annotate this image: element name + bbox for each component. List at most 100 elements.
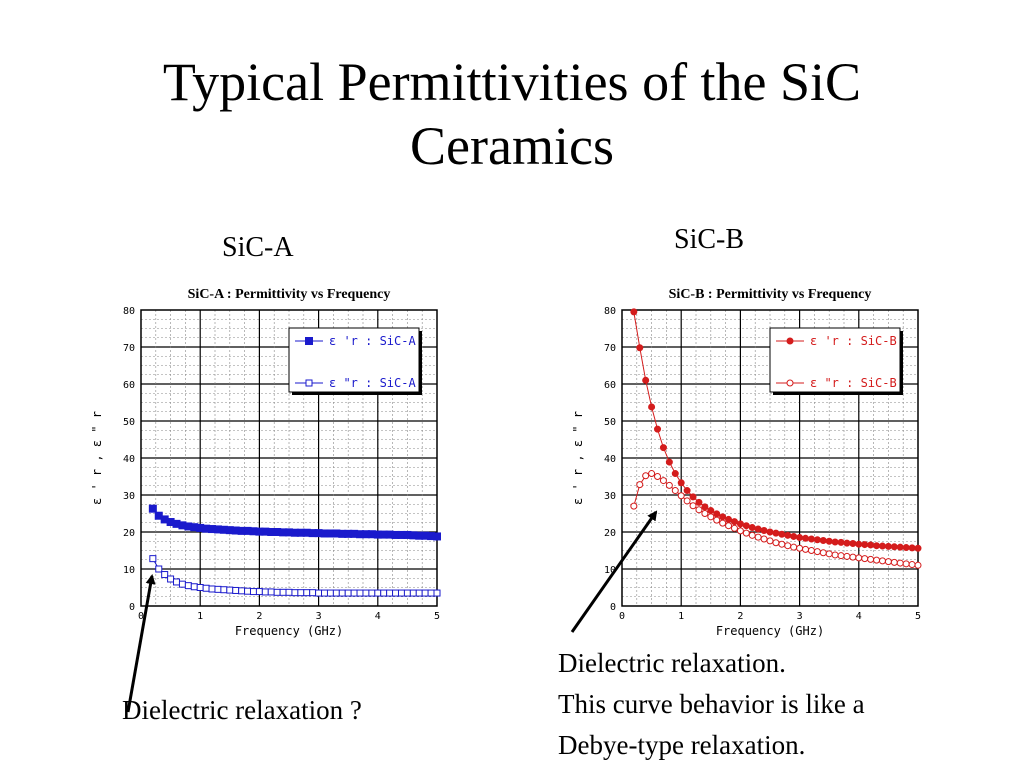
sic-a-series-1-point-2 [161,571,169,579]
sic-a-series-1-point-12 [220,586,228,594]
sic-b-series-0-point-5 [659,444,667,452]
sic-b-series-1-point-29 [802,545,810,553]
sic-b-ytick-30: 30 [604,491,616,502]
sic-a-series-1-point-5 [178,580,186,588]
sic-b-series-1-point-32 [819,549,827,557]
sic-a-series-1-point-33 [344,589,352,597]
sic-b-series-1-point-41 [873,556,881,564]
sic-b-series-1-point-0 [630,502,638,510]
sic-b-series-0-point-11 [695,498,703,506]
sic-a-series-1-point-48 [433,589,441,597]
sic-b-series-1-point-34 [831,551,839,559]
sic-b-series-1-point-22 [760,535,768,543]
sic-b-ytick-10: 10 [604,565,616,576]
sic-b-series-1-point-28 [796,544,804,552]
sic-b-series-0-point-20 [748,524,756,532]
sic-b-series-1-point-33 [825,550,833,558]
sic-a-series-1-point-44 [409,589,417,597]
sic-a-series-1-point-17 [249,588,257,596]
sic-a-series-1-point-22 [279,588,287,596]
arrow-sic-a [126,574,156,713]
sic-b-series-1-point-46 [902,560,910,568]
sic-b-series-1-point-23 [766,537,774,545]
sic-b-series-0-point-43 [884,542,892,550]
caption-sic-b-line-1: Dielectric relaxation. [558,648,786,678]
sic-b-series-1-point-20 [748,531,756,539]
sic-a-series-0-point-0 [148,504,157,513]
arrow-sic-b [570,510,658,633]
sic-b-series-0-point-32 [819,537,827,545]
sic-a-series-1-point-0 [149,555,157,563]
sic-a-series-1-point-6 [184,582,192,590]
sic-a-series-1-point-45 [415,589,423,597]
sic-b-series-1-point-7 [671,487,679,495]
sic-a-series-1-point-7 [190,583,198,591]
sic-a-series-1-point-26 [303,589,311,597]
sic-a-ytick-60: 60 [123,380,135,391]
sic-b-series-0-point-19 [742,522,750,530]
sic-a-xtick-5: 5 [434,611,440,622]
sic-a-xtick-3: 3 [316,611,322,622]
sic-b-series-0-point-48 [914,544,922,552]
sic-b-series-0-point-10 [689,493,697,501]
sic-b-series-1-point-2 [642,472,650,480]
sic-a-series-1-point-23 [285,588,293,596]
sic-b-series-0-point-27 [790,532,798,540]
sic-b-series-1-point-9 [683,497,691,505]
sic-a-series-1-point-28 [315,589,323,597]
sic-b-legend-label-0: ε 'r : SiC-B [810,334,897,348]
sic-a-ytick-10: 10 [123,565,135,576]
sic-b-plot-frame [621,309,919,607]
caption-sic-b-line-2: This curve behavior is like a [558,689,865,719]
sic-b-series-1-point-38 [855,554,863,562]
sic-b-series-1-point-26 [784,542,792,550]
sic-b-series-0-point-21 [754,525,762,533]
sic-a-series-1-point-21 [273,588,281,596]
sic-b-series-1-point-6 [665,481,673,489]
sic-b-series-0-point-26 [784,531,792,539]
caption-sic-a-text: Dielectric relaxation ? [122,695,362,725]
sic-b-series-1-point-39 [861,555,869,563]
sic-a-series-1-point-4 [173,578,181,586]
sic-a-series-1-point-20 [267,588,275,596]
chart-sic-a: SiC-A : Permittivity vs Frequency0102030… [90,287,441,638]
sic-a-series-1-point-11 [214,585,222,593]
caption-sic-b-line-3: Debye-type relaxation. [558,730,806,760]
sic-b-series-1-point-14 [713,516,721,524]
sic-b-series-0-point-34 [831,538,839,546]
sic-a-ytick-20: 20 [123,528,135,539]
sic-b-legend-marker-1 [786,379,794,387]
sic-b-series-1-point-11 [695,506,703,514]
sic-a-series-1-point-42 [397,589,405,597]
sic-b-series-1-point-3 [648,470,656,478]
sic-b-series-0-point-2 [642,376,650,384]
sic-a-series-1-point-30 [326,589,334,597]
sic-b-series-0-point-42 [878,542,886,550]
sic-b-ytick-20: 20 [604,528,616,539]
sic-b-series-1-point-18 [736,527,744,535]
sic-a-series-1-point-9 [202,584,210,592]
sic-b-series-0-point-28 [796,534,804,542]
sic-a-xtick-1: 1 [197,611,203,622]
sic-a-series-1-point-25 [297,589,305,597]
sic-b-series-1-point-19 [742,529,750,537]
sic-b-series-1-point-37 [849,553,857,561]
sic-a-series-1-point-34 [350,589,358,597]
sic-b-xlabel: Frequency (GHz) [716,624,824,638]
sic-b-legend-label-1: ε "r : SiC-B [810,376,897,390]
sic-b-xtick-2: 2 [737,611,743,622]
sic-b-series-0-point-1 [636,344,644,352]
sic-b-ylabel: ε ' r , ε " r [571,411,585,505]
sic-a-series-1-point-47 [427,589,435,597]
sic-b-series-0-point-38 [855,540,863,548]
chart-sic-b: SiC-B : Permittivity vs Frequency0102030… [571,287,922,638]
sic-a-series-1-point-16 [244,587,252,595]
sic-a-title: SiC-A : Permittivity vs Frequency [188,287,391,302]
sic-b-series-0-point-41 [873,542,881,550]
sic-b-series-0-point-9 [683,487,691,495]
sic-a-series-1-point-1 [155,565,163,573]
sic-b-series-0-point-24 [772,529,780,537]
sic-a-series-1-point-27 [309,589,317,597]
sic-b-series-0-point-37 [849,539,857,547]
